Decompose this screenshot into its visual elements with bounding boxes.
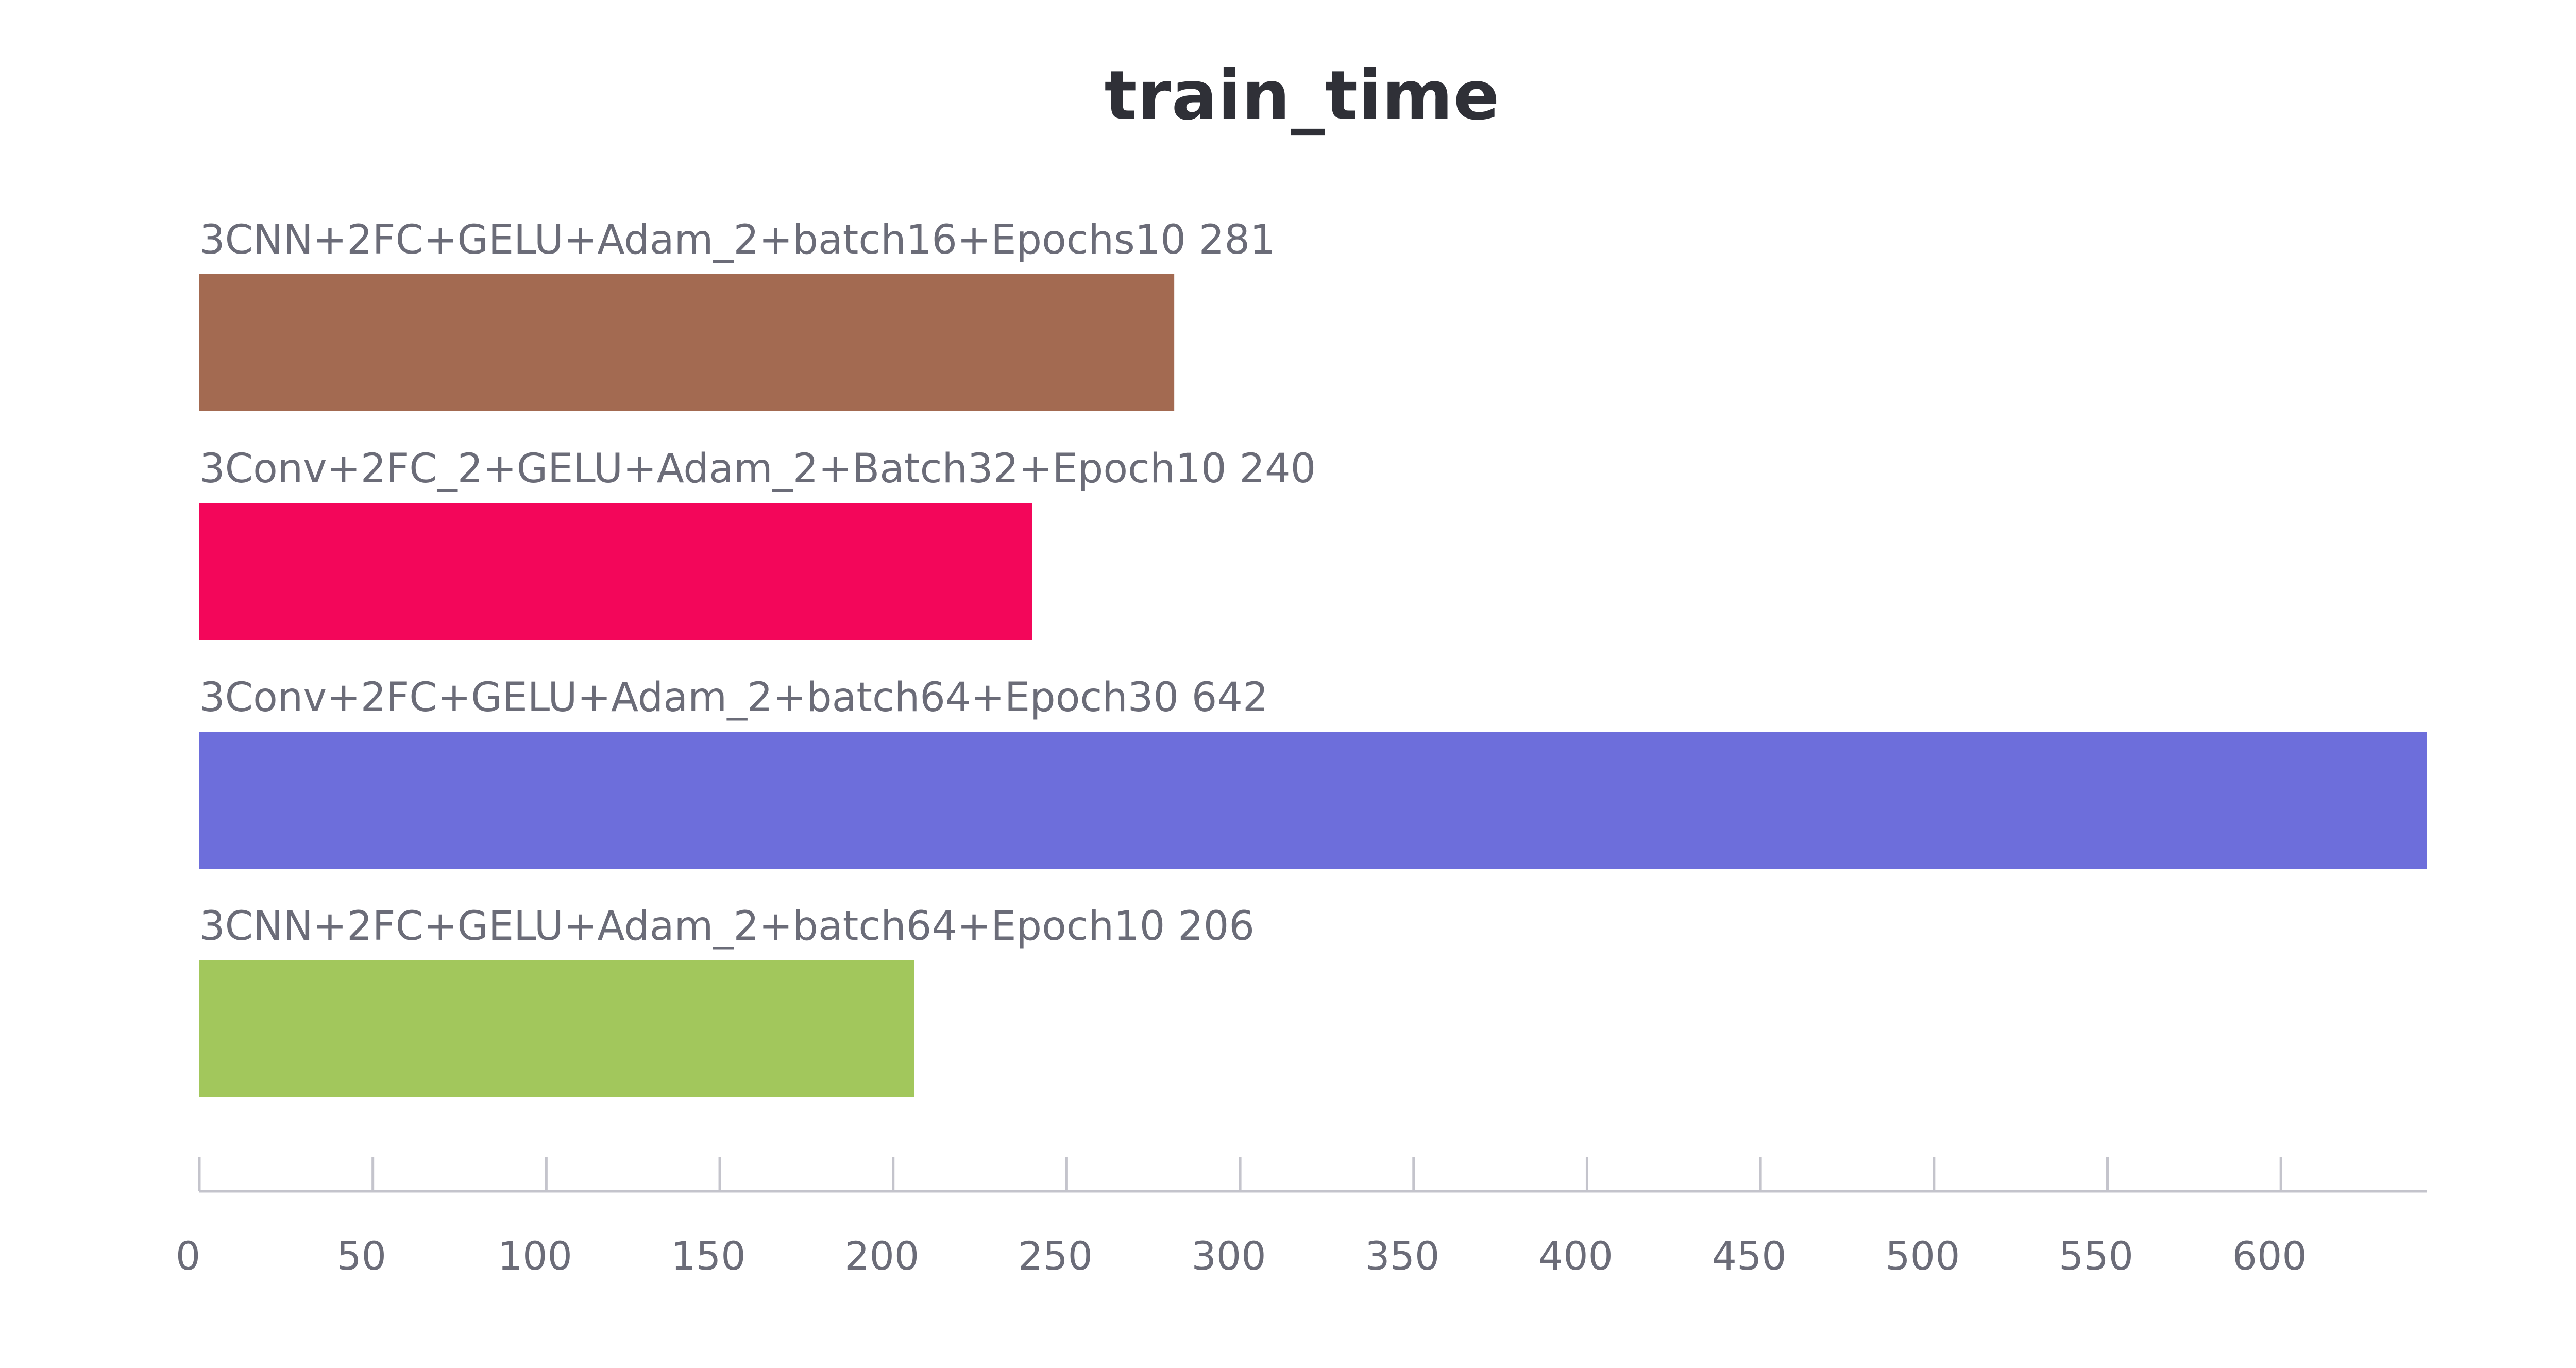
x-tick-label: 0: [176, 1233, 200, 1279]
bars-layer: 3CNN+2FC+GELU+Adam_2+batch16+Epochs10 28…: [199, 217, 2427, 1097]
x-tick-label: 550: [2059, 1233, 2133, 1279]
bar: [199, 503, 1032, 640]
bar: [199, 732, 2427, 869]
x-tick-label: 200: [844, 1233, 919, 1279]
x-tick-label: 100: [498, 1233, 572, 1279]
bar-label: 3CNN+2FC+GELU+Adam_2+batch64+Epoch10 206: [199, 903, 1255, 950]
bar-group: 3CNN+2FC+GELU+Adam_2+batch16+Epochs10 28…: [199, 217, 1276, 411]
x-tick-label: 50: [336, 1233, 386, 1279]
bar-group: 3CNN+2FC+GELU+Adam_2+batch64+Epoch10 206: [199, 903, 1255, 1097]
x-tick-label: 300: [1192, 1233, 1266, 1279]
x-tick-label: 150: [671, 1233, 746, 1279]
bar-label: 3Conv+2FC+GELU+Adam_2+batch64+Epoch30 64…: [199, 674, 1268, 721]
x-axis: 0 50 100 150 200 250 300 350 400 450 500 550 600: [176, 1157, 2427, 1279]
bar: [199, 960, 914, 1097]
x-tick-label: 600: [2232, 1233, 2307, 1279]
x-tick-label: 450: [1712, 1233, 1787, 1279]
chart-title: train_time: [1104, 56, 1500, 136]
bar: [199, 274, 1175, 411]
x-tick-label: 500: [1885, 1233, 1960, 1279]
x-tick-label: 400: [1538, 1233, 1613, 1279]
bar-group: 3Conv+2FC_2+GELU+Adam_2+Batch32+Epoch10 …: [199, 446, 1316, 640]
bar-group: 3Conv+2FC+GELU+Adam_2+batch64+Epoch30 64…: [199, 674, 2427, 869]
x-tick-label: 350: [1365, 1233, 1439, 1279]
x-tick-label: 250: [1018, 1233, 1093, 1279]
bar-label: 3CNN+2FC+GELU+Adam_2+batch16+Epochs10 28…: [199, 217, 1276, 263]
bar-label: 3Conv+2FC_2+GELU+Adam_2+Batch32+Epoch10 …: [199, 446, 1316, 492]
